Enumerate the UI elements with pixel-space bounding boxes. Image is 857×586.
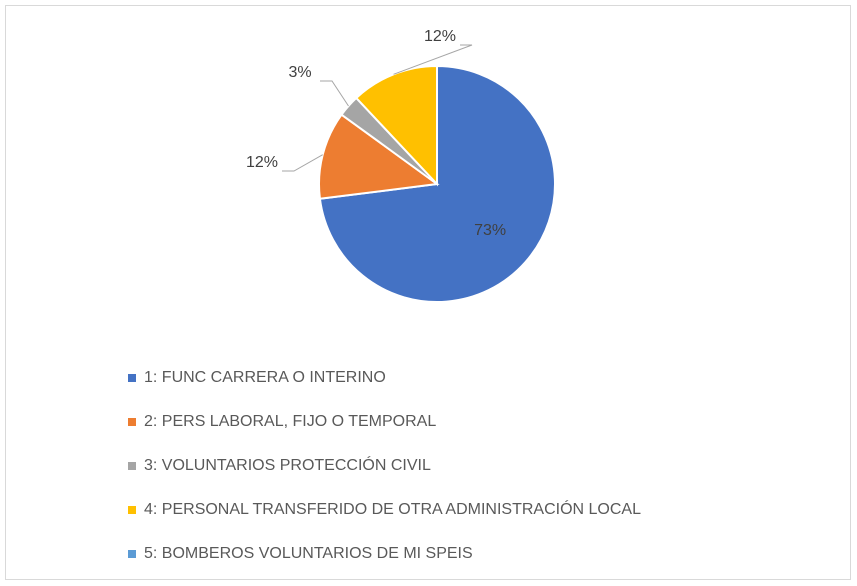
legend-swatch bbox=[128, 462, 136, 470]
leader-line bbox=[320, 80, 349, 107]
leader-line bbox=[282, 154, 323, 172]
pie-slice bbox=[354, 64, 438, 187]
legend-swatch bbox=[128, 550, 136, 558]
legend-swatch bbox=[128, 506, 136, 514]
data-label: 12% bbox=[424, 28, 456, 45]
legend-label: 5: BOMBEROS VOLUNTARIOS DE MI SPEIS bbox=[144, 545, 473, 562]
legend-swatch bbox=[128, 374, 136, 382]
legend-label: 2: PERS LABORAL, FIJO O TEMPORAL bbox=[144, 413, 436, 430]
leader-line bbox=[393, 44, 473, 75]
data-label: 3% bbox=[288, 64, 311, 81]
legend-label: 1: FUNC CARRERA O INTERINO bbox=[144, 369, 386, 386]
data-label: 12% bbox=[246, 154, 278, 171]
data-label: 73% bbox=[474, 222, 506, 239]
legend-swatch bbox=[128, 418, 136, 426]
legend-label: 3: VOLUNTARIOS PROTECCIÓN CIVIL bbox=[144, 455, 431, 474]
legend-label: 4: PERSONAL TRANSFERIDO DE OTRA ADMINIST… bbox=[144, 499, 641, 518]
